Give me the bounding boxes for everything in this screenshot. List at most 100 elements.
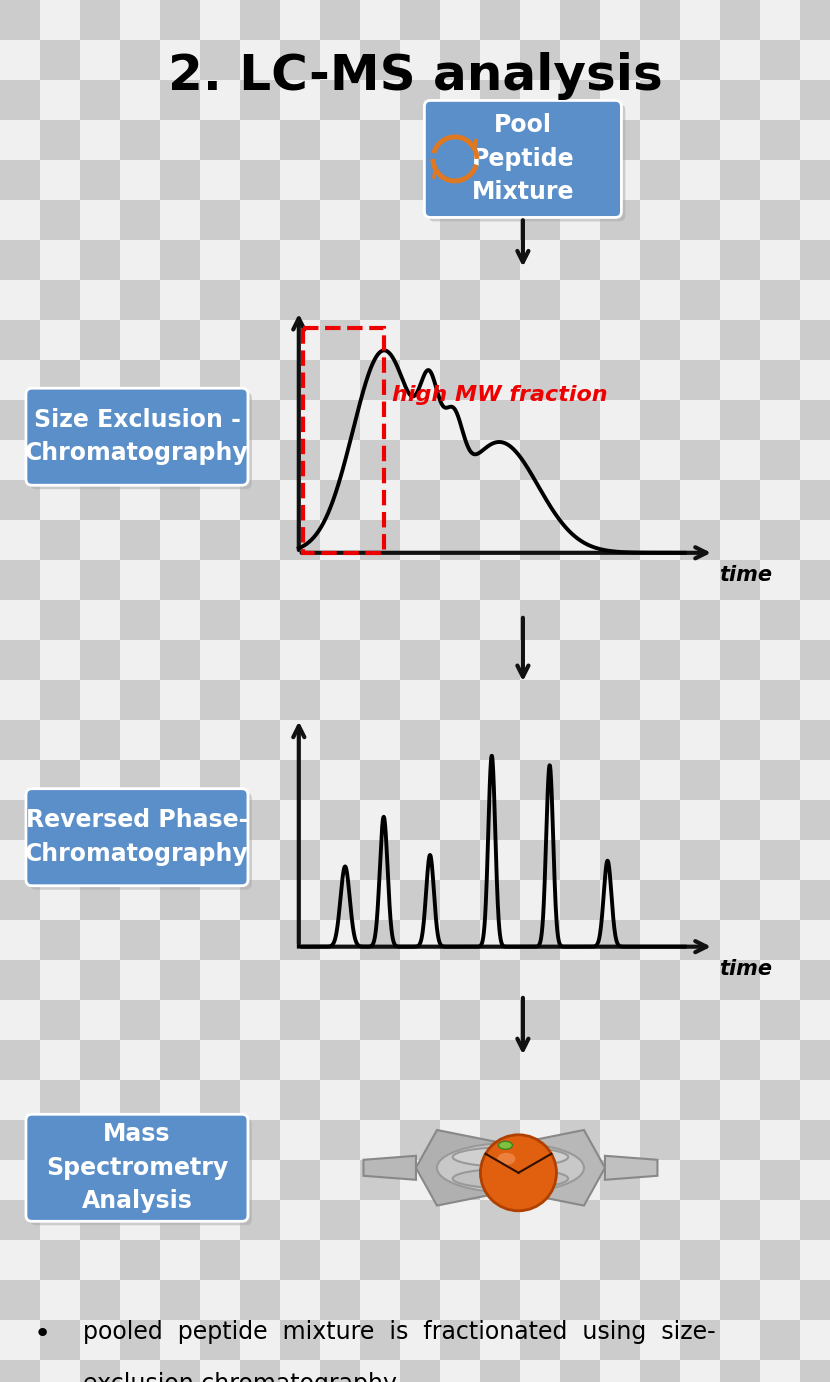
Bar <box>0 840 40 880</box>
Bar <box>360 520 400 560</box>
Bar <box>720 800 760 840</box>
Bar <box>120 40 160 80</box>
Bar <box>760 480 800 520</box>
Bar <box>800 520 830 560</box>
Bar <box>440 1320 480 1360</box>
Bar <box>400 40 440 80</box>
Bar <box>360 640 400 680</box>
Bar <box>240 1159 280 1200</box>
FancyBboxPatch shape <box>26 789 248 886</box>
Bar <box>440 1159 480 1200</box>
Bar <box>400 960 440 1001</box>
Bar <box>0 1360 40 1382</box>
Bar <box>720 880 760 920</box>
Bar <box>360 1280 400 1320</box>
Bar <box>760 40 800 80</box>
Bar <box>200 1360 240 1382</box>
Bar <box>600 680 640 720</box>
Bar <box>560 40 600 80</box>
Bar <box>600 800 640 840</box>
Bar <box>560 520 600 560</box>
Bar <box>320 640 360 680</box>
Bar <box>0 1041 40 1079</box>
Bar <box>480 560 520 600</box>
Bar <box>600 760 640 800</box>
Bar <box>600 1360 640 1382</box>
Bar <box>680 720 720 760</box>
Bar <box>760 720 800 760</box>
Bar <box>320 281 360 321</box>
Bar <box>320 1360 360 1382</box>
Bar <box>760 321 800 359</box>
Bar <box>800 600 830 640</box>
Bar <box>520 560 560 600</box>
Bar <box>640 720 680 760</box>
Bar <box>0 960 40 1001</box>
Bar <box>240 760 280 800</box>
Bar <box>320 321 360 359</box>
Bar <box>360 160 400 200</box>
Bar <box>680 281 720 321</box>
Bar <box>600 1001 640 1041</box>
Bar <box>560 560 600 600</box>
Bar <box>800 880 830 920</box>
Bar <box>80 880 120 920</box>
Bar <box>440 640 480 680</box>
Bar <box>240 840 280 880</box>
Bar <box>320 600 360 640</box>
Bar <box>120 439 160 480</box>
Bar <box>0 1079 40 1119</box>
Bar <box>240 40 280 80</box>
Bar <box>320 720 360 760</box>
Bar <box>760 0 800 40</box>
Bar <box>360 1041 400 1079</box>
Bar <box>0 1119 40 1159</box>
Bar <box>520 160 560 200</box>
Bar <box>680 600 720 640</box>
Bar <box>440 1119 480 1159</box>
Bar <box>200 520 240 560</box>
Bar <box>720 120 760 160</box>
Bar <box>720 1360 760 1382</box>
Bar <box>0 240 40 281</box>
Bar <box>560 1360 600 1382</box>
Bar <box>520 720 560 760</box>
Bar <box>560 399 600 439</box>
Bar <box>200 1001 240 1041</box>
Bar <box>0 480 40 520</box>
Bar <box>320 800 360 840</box>
Bar <box>800 960 830 1001</box>
Bar <box>200 1280 240 1320</box>
Bar <box>560 240 600 281</box>
Bar <box>320 1079 360 1119</box>
Bar <box>160 1159 200 1200</box>
Bar <box>160 1240 200 1280</box>
Bar <box>520 1240 560 1280</box>
Bar <box>320 1001 360 1041</box>
Bar <box>200 200 240 240</box>
Bar <box>400 321 440 359</box>
Bar <box>80 720 120 760</box>
Bar <box>560 920 600 960</box>
Bar <box>640 1200 680 1240</box>
Bar <box>760 439 800 480</box>
Bar <box>720 1320 760 1360</box>
Bar <box>440 240 480 281</box>
Bar <box>0 800 40 840</box>
Bar <box>80 321 120 359</box>
Bar <box>320 760 360 800</box>
Bar <box>440 880 480 920</box>
Text: Pool
Peptide
Mixture: Pool Peptide Mixture <box>471 113 574 205</box>
Bar <box>0 1159 40 1200</box>
Bar <box>400 880 440 920</box>
Bar <box>440 200 480 240</box>
Bar <box>440 1001 480 1041</box>
Bar <box>760 200 800 240</box>
Bar <box>760 359 800 399</box>
Bar <box>560 120 600 160</box>
Bar <box>760 160 800 200</box>
Bar <box>360 1360 400 1382</box>
Bar <box>720 321 760 359</box>
Bar <box>640 1119 680 1159</box>
Bar <box>360 439 400 480</box>
